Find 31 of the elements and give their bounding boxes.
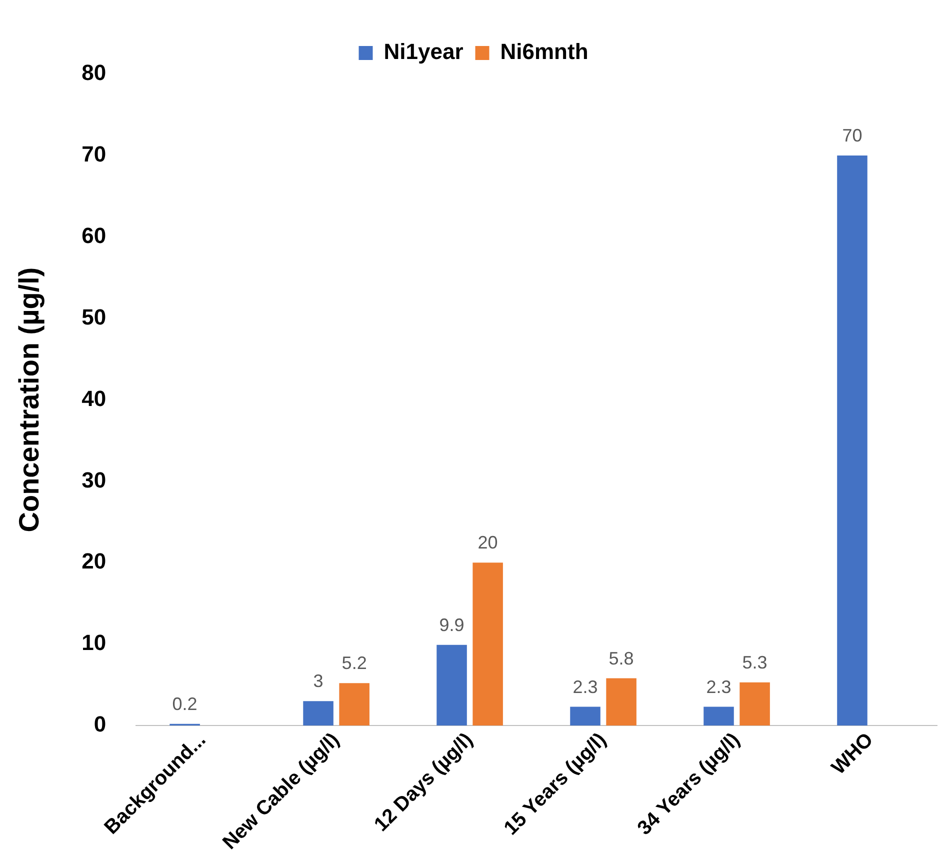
y-tick-label: 70 bbox=[82, 142, 106, 166]
bar bbox=[436, 644, 467, 726]
bar bbox=[339, 683, 370, 726]
data-label: 0.2 bbox=[172, 694, 198, 714]
y-tick-label: 60 bbox=[82, 222, 106, 248]
bar bbox=[303, 701, 334, 726]
bar bbox=[837, 155, 868, 726]
bar bbox=[740, 682, 770, 726]
data-label: 5.8 bbox=[608, 648, 634, 668]
bar bbox=[570, 706, 600, 726]
data-label: 9.9 bbox=[439, 614, 464, 635]
y-axis-title: Concentration (µg/l) bbox=[14, 267, 45, 532]
legend-label: Ni1year bbox=[384, 39, 464, 64]
data-label: 5.2 bbox=[342, 653, 367, 674]
y-tick-label: 30 bbox=[82, 467, 106, 492]
y-tick-label: 50 bbox=[82, 304, 106, 330]
data-label: 5.3 bbox=[742, 652, 768, 672]
data-label: 2.3 bbox=[706, 676, 732, 697]
data-label: 70 bbox=[842, 125, 862, 146]
bar bbox=[472, 562, 503, 726]
data-label: 3 bbox=[313, 671, 324, 692]
y-tick-label: 80 bbox=[82, 60, 106, 86]
y-tick-label: 40 bbox=[82, 386, 106, 411]
bar bbox=[704, 706, 734, 726]
legend-label: Ni6mnth bbox=[500, 39, 588, 64]
y-tick-label: 10 bbox=[82, 630, 106, 656]
y-tick-label: 20 bbox=[82, 548, 106, 574]
y-tick-label: 0 bbox=[94, 712, 106, 737]
data-label: 20 bbox=[478, 532, 498, 553]
data-label: 2.3 bbox=[572, 676, 598, 697]
bar bbox=[606, 678, 636, 726]
